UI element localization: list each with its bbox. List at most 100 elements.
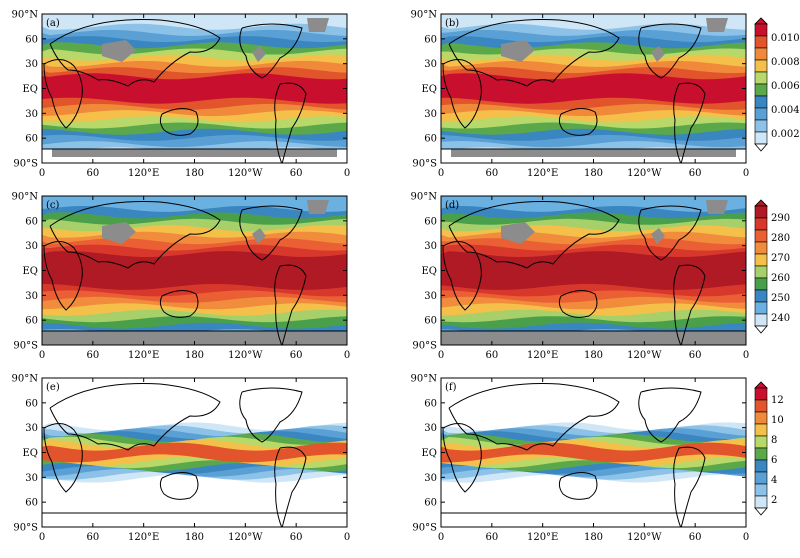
coastlines: [441, 201, 746, 345]
lat-tick-label: 60: [25, 316, 38, 327]
lat-tick-label: 60: [424, 398, 437, 409]
antarctic-region: [42, 331, 347, 345]
rockies-missing: [651, 228, 665, 244]
lat-tick-label: EQ: [23, 266, 39, 277]
lat-tick-label: 30: [25, 473, 38, 484]
colorbar-segment: [754, 277, 768, 291]
colorbar-tick-label: 260: [771, 273, 790, 284]
colorbar-segment: [754, 83, 768, 97]
panel-label: (d): [445, 200, 459, 211]
colorbar-segment: [754, 447, 768, 461]
colorbar-segment: [754, 131, 768, 145]
coastlines: [42, 383, 347, 527]
greenland-missing: [706, 18, 728, 32]
colorbar-2: 290 280 270 260 250 240: [754, 199, 790, 334]
lon-tick-label: 60: [86, 532, 99, 543]
greenland-missing: [307, 18, 329, 32]
rockies-missing: [252, 46, 266, 62]
coastlines: [42, 19, 347, 163]
colorbar-segment: [754, 205, 768, 219]
rockies-missing: [252, 228, 266, 244]
colorbar-arrow-top: [754, 199, 768, 207]
lat-tick-label: 60: [25, 34, 38, 45]
lat-tick-label: 30: [424, 241, 437, 252]
tibet-missing: [102, 222, 136, 244]
lat-tick-label: 30: [424, 59, 437, 70]
colorbar-segment: [754, 107, 768, 121]
lon-tick-label: 0: [743, 168, 749, 179]
colorbar-segment: [754, 483, 768, 497]
colorbar-tick-label: 270: [771, 253, 790, 264]
lon-tick-label: 120°W: [228, 532, 263, 543]
colorbar-tick-label: 0.002: [771, 129, 800, 140]
lat-tick-label: EQ: [23, 448, 39, 459]
lat-tick-label: 90°N: [411, 192, 438, 203]
map-field: [441, 196, 746, 345]
colorbar-segment: [754, 217, 768, 231]
lon-tick-label: 0: [344, 532, 350, 543]
map-field: [441, 14, 746, 163]
lat-tick-label: 90°S: [13, 341, 38, 352]
colorbar-tick-label: 4: [771, 475, 777, 486]
colorbar-tick-label: 0.010: [771, 33, 800, 44]
lon-tick-label: 180: [185, 350, 204, 361]
lon-tick-label: 180: [185, 532, 204, 543]
lat-tick-label: 60: [25, 498, 38, 509]
rockies-missing: [651, 46, 665, 62]
panel-label: (e): [46, 382, 60, 393]
lat-tick-label: 90°S: [412, 159, 437, 170]
colorbar-3: 12 10 8 6 4 2: [754, 381, 784, 516]
lat-tick-label: 30: [424, 109, 437, 120]
lat-tick-label: 60: [25, 216, 38, 227]
colorbar-segment: [754, 229, 768, 243]
contour-band: [42, 442, 347, 463]
colorbar-tick-label: 0.008: [771, 57, 800, 68]
lat-tick-label: EQ: [422, 448, 438, 459]
coastlines: [441, 383, 746, 527]
lon-tick-label: 60: [290, 532, 303, 543]
lat-tick-label: 30: [25, 423, 38, 434]
colorbar-tick-label: 6: [771, 455, 777, 466]
antarctic-region: [441, 513, 746, 527]
lon-tick-label: 180: [584, 350, 603, 361]
colorbar-tick-label: 240: [771, 313, 790, 324]
colorbar-arrow-bottom: [754, 325, 768, 334]
lon-tick-label: 60: [485, 532, 498, 543]
lat-tick-label: 60: [424, 498, 437, 509]
lon-tick-label: 0: [438, 532, 444, 543]
lon-tick-label: 180: [584, 532, 603, 543]
lon-tick-label: 0: [344, 350, 350, 361]
panel-label: (b): [445, 18, 459, 29]
lon-tick-label: 60: [689, 532, 702, 543]
panel-label: (a): [46, 18, 60, 29]
lon-tick-label: 120°E: [128, 350, 159, 361]
coastlines: [42, 201, 347, 345]
missing-region: [52, 149, 337, 157]
lon-tick-label: 0: [438, 350, 444, 361]
lon-tick-label: 120°E: [128, 532, 159, 543]
lat-tick-label: EQ: [23, 84, 39, 95]
panel-label: (c): [46, 200, 60, 211]
colorbar-segment: [754, 35, 768, 49]
colorbar-segment: [754, 435, 768, 449]
lat-tick-label: 90°N: [411, 374, 438, 385]
contour-band: [441, 442, 746, 463]
colorbar-tick-label: 8: [771, 435, 777, 446]
lon-tick-label: 180: [584, 168, 603, 179]
colorbar-arrow-bottom: [754, 143, 768, 152]
lat-tick-label: 60: [25, 398, 38, 409]
lat-tick-label: 90°N: [12, 374, 39, 385]
lon-tick-label: 120°E: [527, 350, 558, 361]
lon-tick-label: 0: [39, 532, 45, 543]
antarctic-region: [441, 331, 746, 345]
colorbar-segment: [754, 301, 768, 315]
lat-tick-label: 30: [424, 473, 437, 484]
lon-tick-label: 120°W: [228, 350, 263, 361]
lat-tick-label: 30: [25, 109, 38, 120]
colorbar-segment: [754, 289, 768, 303]
